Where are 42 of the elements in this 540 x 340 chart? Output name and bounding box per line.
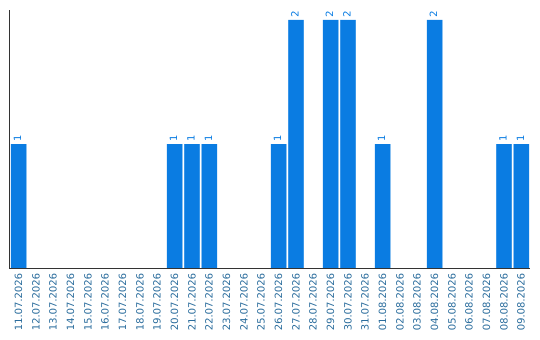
x-tick-label: 30.07.2026 <box>343 273 354 330</box>
x-tick-label: 06.08.2026 <box>464 273 476 330</box>
x-tick-label: 07.08.2026 <box>482 273 493 330</box>
data-label: 2 <box>429 10 440 17</box>
x-tick-label: 16.07.2026 <box>100 273 112 330</box>
x-tick-label: 20.07.2026 <box>170 273 181 330</box>
x-tick-label: 18.07.2026 <box>135 273 146 330</box>
x-tick-label: 15.07.2026 <box>83 273 94 330</box>
data-label: 1 <box>186 134 198 141</box>
x-tick-label: 22.07.2026 <box>204 273 216 330</box>
x-tick-label: 31.07.2026 <box>360 273 372 330</box>
data-label: 1 <box>377 134 388 141</box>
x-tick-label: 23.07.2026 <box>222 273 233 330</box>
data-label: 1 <box>516 134 527 141</box>
x-tick-label: 03.08.2026 <box>412 273 424 330</box>
x-tick-label: 14.07.2026 <box>66 273 77 330</box>
data-label: 2 <box>342 10 354 17</box>
x-tick-label: 19.07.2026 <box>152 273 164 330</box>
x-tick-label: 13.07.2026 <box>48 273 60 330</box>
data-label: 2 <box>325 10 336 17</box>
x-tick-label: 28.07.2026 <box>308 273 320 330</box>
x-tick-label: 09.08.2026 <box>516 273 528 330</box>
x-tick-label: 04.08.2026 <box>430 273 441 330</box>
x-tick-label: 21.07.2026 <box>187 273 198 330</box>
data-label: 1 <box>498 134 510 141</box>
x-tick-label: 25.07.2026 <box>256 273 268 330</box>
x-tick-label: 26.07.2026 <box>274 273 285 330</box>
data-label: 1 <box>169 134 180 141</box>
x-tick-label: 17.07.2026 <box>118 273 129 330</box>
x-tick-label: 01.08.2026 <box>378 273 389 330</box>
x-tick-label: 05.08.2026 <box>447 273 458 330</box>
x-tick-label: 11.07.2026 <box>14 273 25 330</box>
x-tick-label: 12.07.2026 <box>31 273 42 330</box>
data-label: 2 <box>290 10 302 17</box>
data-label: 1 <box>273 134 284 141</box>
x-tick-label: 02.08.2026 <box>395 273 406 330</box>
data-label: 1 <box>204 134 215 141</box>
x-tick-label: 27.07.2026 <box>291 273 302 330</box>
x-tick-label: 24.07.2026 <box>239 273 250 330</box>
data-label: 1 <box>13 134 24 141</box>
x-tick-label: 29.07.2026 <box>326 273 337 330</box>
x-tick-label: 08.08.2026 <box>499 273 510 330</box>
